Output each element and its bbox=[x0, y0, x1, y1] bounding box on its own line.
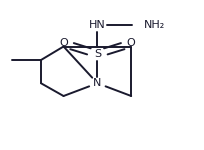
Text: N: N bbox=[93, 78, 101, 88]
Text: S: S bbox=[93, 49, 100, 59]
Text: O: O bbox=[59, 39, 68, 48]
Text: O: O bbox=[126, 39, 135, 48]
Text: NH₂: NH₂ bbox=[143, 20, 164, 30]
Text: HN: HN bbox=[89, 20, 105, 30]
